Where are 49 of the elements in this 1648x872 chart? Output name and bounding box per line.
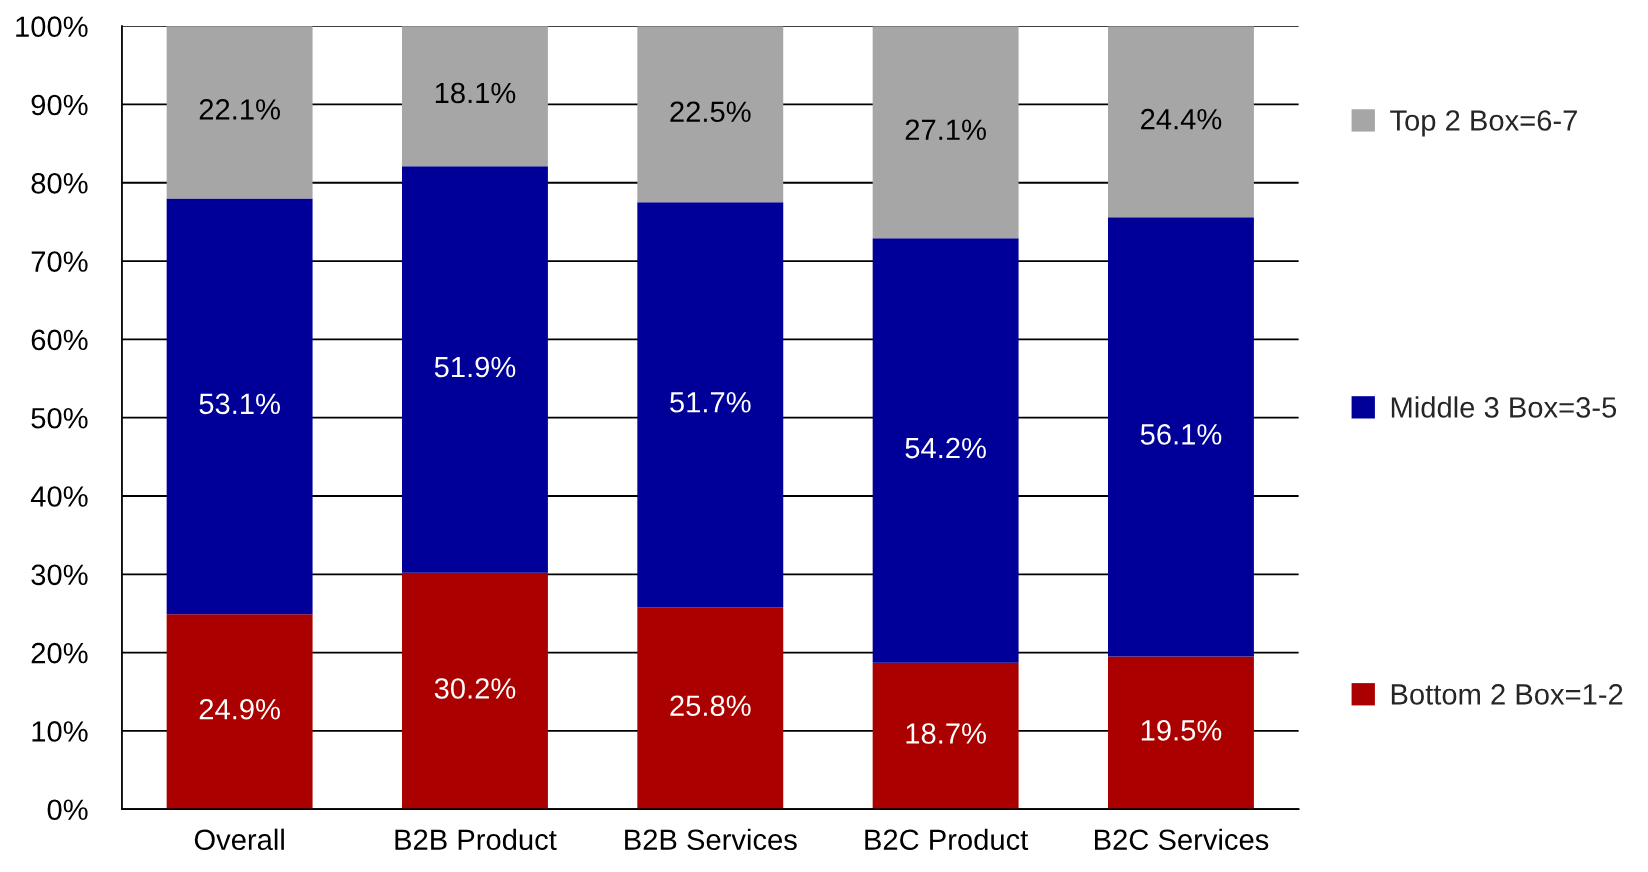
- data-label: 22.5%: [670, 101, 751, 123]
- bar: [872, 238, 1019, 663]
- data-label: 25.8%: [670, 695, 751, 717]
- data-label: 54.2%: [905, 437, 986, 459]
- bar: [402, 572, 548, 810]
- bar: [1108, 217, 1254, 657]
- bar: [872, 662, 1019, 810]
- data-label: 18.1%: [435, 82, 516, 104]
- bar: [1108, 26, 1254, 218]
- x-tick-label: B2B Product: [395, 828, 557, 851]
- bar: [637, 607, 784, 810]
- y-tick-label: 70%: [31, 251, 88, 272]
- y-tick-label: 60%: [31, 329, 88, 351]
- bar: [402, 26, 548, 167]
- y-tick-label: 40%: [30, 486, 88, 507]
- y-tick-label: 90%: [31, 94, 88, 116]
- data-label: 53.1%: [199, 393, 280, 415]
- x-tick-label: B2C Services: [1095, 828, 1269, 851]
- bar: [402, 166, 548, 573]
- bar: [166, 198, 313, 615]
- data-label: 56.1%: [1140, 424, 1222, 445]
- data-label: 51.7%: [670, 392, 751, 413]
- y-tick-label: 10%: [32, 721, 88, 742]
- y-tick-label: 0%: [47, 799, 88, 821]
- x-tick-label: B2C Product: [865, 828, 1029, 851]
- legend-label: Bottom 2 Box=1-2: [1391, 684, 1623, 705]
- y-tick-label: 80%: [31, 172, 88, 194]
- bar: [637, 26, 784, 203]
- legend-label: Middle 3 Box=3-5: [1391, 396, 1617, 418]
- data-label: 24.4%: [1141, 108, 1222, 130]
- y-tick-label: 30%: [31, 564, 88, 586]
- data-label: 24.9%: [199, 698, 280, 720]
- bar: [872, 26, 1019, 239]
- data-label: 27.1%: [905, 119, 986, 140]
- data-label: 22.1%: [199, 99, 280, 120]
- y-tick-label: 100%: [16, 16, 88, 38]
- y-tick-label: 20%: [31, 642, 88, 664]
- x-tick-label: Overall: [194, 828, 284, 851]
- y-tick-label: 50%: [31, 407, 88, 429]
- x-tick-label: B2B Services: [625, 828, 797, 851]
- data-label: 18.7%: [906, 723, 986, 744]
- legend-label: Top 2 Box=6-7: [1390, 110, 1577, 137]
- data-label: 51.9%: [434, 356, 516, 378]
- bar: [1108, 656, 1254, 810]
- bar: [637, 202, 784, 608]
- data-label: 19.5%: [1141, 720, 1222, 741]
- bar: [166, 26, 313, 199]
- data-label: 30.2%: [434, 678, 516, 699]
- bar: [166, 614, 313, 810]
